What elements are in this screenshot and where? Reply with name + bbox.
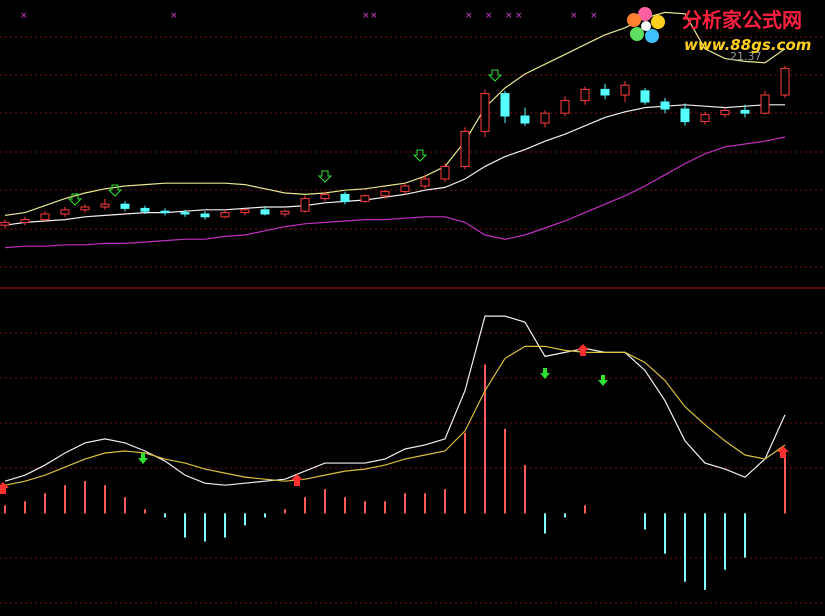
marker: × bbox=[370, 11, 378, 21]
candle-body bbox=[100, 203, 110, 208]
candle-body bbox=[760, 94, 770, 114]
candle-body bbox=[80, 206, 90, 211]
logo-petal bbox=[630, 27, 644, 41]
buy-signal bbox=[777, 446, 789, 458]
candle-body bbox=[320, 193, 330, 200]
sell-signal bbox=[138, 453, 148, 464]
candle-body bbox=[640, 90, 650, 103]
candle-body bbox=[280, 210, 290, 215]
logo-url: www.88gs.com bbox=[684, 36, 811, 54]
sell-signal bbox=[67, 193, 83, 206]
candle-body bbox=[700, 114, 710, 123]
band-line bbox=[4, 136, 786, 249]
candle-body bbox=[40, 213, 50, 221]
candle-body bbox=[480, 93, 490, 132]
candle-body bbox=[420, 178, 430, 187]
candle-body bbox=[380, 191, 390, 197]
candle-body bbox=[180, 212, 190, 215]
logo-petal bbox=[627, 13, 641, 27]
candle-body bbox=[140, 207, 150, 212]
candle-body bbox=[660, 101, 670, 110]
marker: × bbox=[515, 11, 523, 21]
candle-body bbox=[540, 112, 550, 124]
logo-title: 分析家公式网 bbox=[682, 8, 802, 32]
candle-body bbox=[600, 88, 610, 96]
candle-body bbox=[740, 109, 750, 114]
candle-body bbox=[580, 88, 590, 102]
buy-signal bbox=[291, 474, 303, 486]
candle-body bbox=[120, 203, 130, 209]
marker: × bbox=[485, 11, 493, 21]
sell-signal bbox=[540, 368, 550, 379]
candle-body bbox=[460, 130, 470, 167]
band-line bbox=[4, 11, 786, 216]
candle-body bbox=[780, 67, 790, 96]
marker: × bbox=[570, 11, 578, 21]
buy-signal bbox=[577, 344, 589, 356]
marker: × bbox=[590, 11, 598, 21]
candle-body bbox=[340, 193, 350, 202]
candle-body bbox=[240, 209, 250, 214]
top-markers: × × × × × × × × × × bbox=[20, 11, 598, 21]
indicator-line bbox=[4, 315, 786, 486]
logo-petal bbox=[638, 7, 652, 21]
marker: × bbox=[170, 11, 178, 21]
sell-signal bbox=[317, 170, 333, 183]
price-label: 21.37 bbox=[730, 50, 762, 63]
signals bbox=[0, 69, 789, 494]
logo-petal bbox=[651, 15, 665, 29]
sell-signal bbox=[487, 69, 503, 82]
candle-body bbox=[500, 93, 510, 117]
candle-body bbox=[160, 210, 170, 214]
plot bbox=[0, 11, 790, 590]
logo-petal bbox=[645, 29, 659, 43]
candle-body bbox=[680, 108, 690, 123]
sell-signal bbox=[412, 149, 428, 162]
candle-body bbox=[520, 115, 530, 124]
sell-signal bbox=[107, 184, 123, 197]
candle-body bbox=[220, 212, 230, 218]
indicator-line bbox=[4, 345, 786, 486]
candle-body bbox=[400, 185, 410, 193]
marker: × bbox=[465, 11, 473, 21]
candle-body bbox=[60, 209, 70, 215]
candle-body bbox=[200, 213, 210, 218]
grid bbox=[0, 36, 825, 604]
logo-center bbox=[641, 21, 651, 31]
candle-body bbox=[440, 165, 450, 180]
candle-body bbox=[20, 219, 30, 223]
candle-body bbox=[560, 100, 570, 114]
candle-body bbox=[0, 221, 10, 226]
marker: × bbox=[505, 11, 513, 21]
logo: 分析家公式网 www.88gs.com bbox=[627, 7, 811, 54]
marker: × bbox=[362, 11, 370, 21]
candle-body bbox=[620, 84, 630, 96]
candle-body bbox=[720, 109, 730, 116]
candle-body bbox=[300, 198, 310, 212]
sell-signal bbox=[598, 375, 608, 386]
band-line bbox=[4, 104, 785, 226]
candle-body bbox=[260, 209, 270, 215]
marker: × bbox=[20, 11, 28, 21]
candle-body bbox=[360, 195, 370, 202]
buy-signal bbox=[0, 482, 9, 494]
